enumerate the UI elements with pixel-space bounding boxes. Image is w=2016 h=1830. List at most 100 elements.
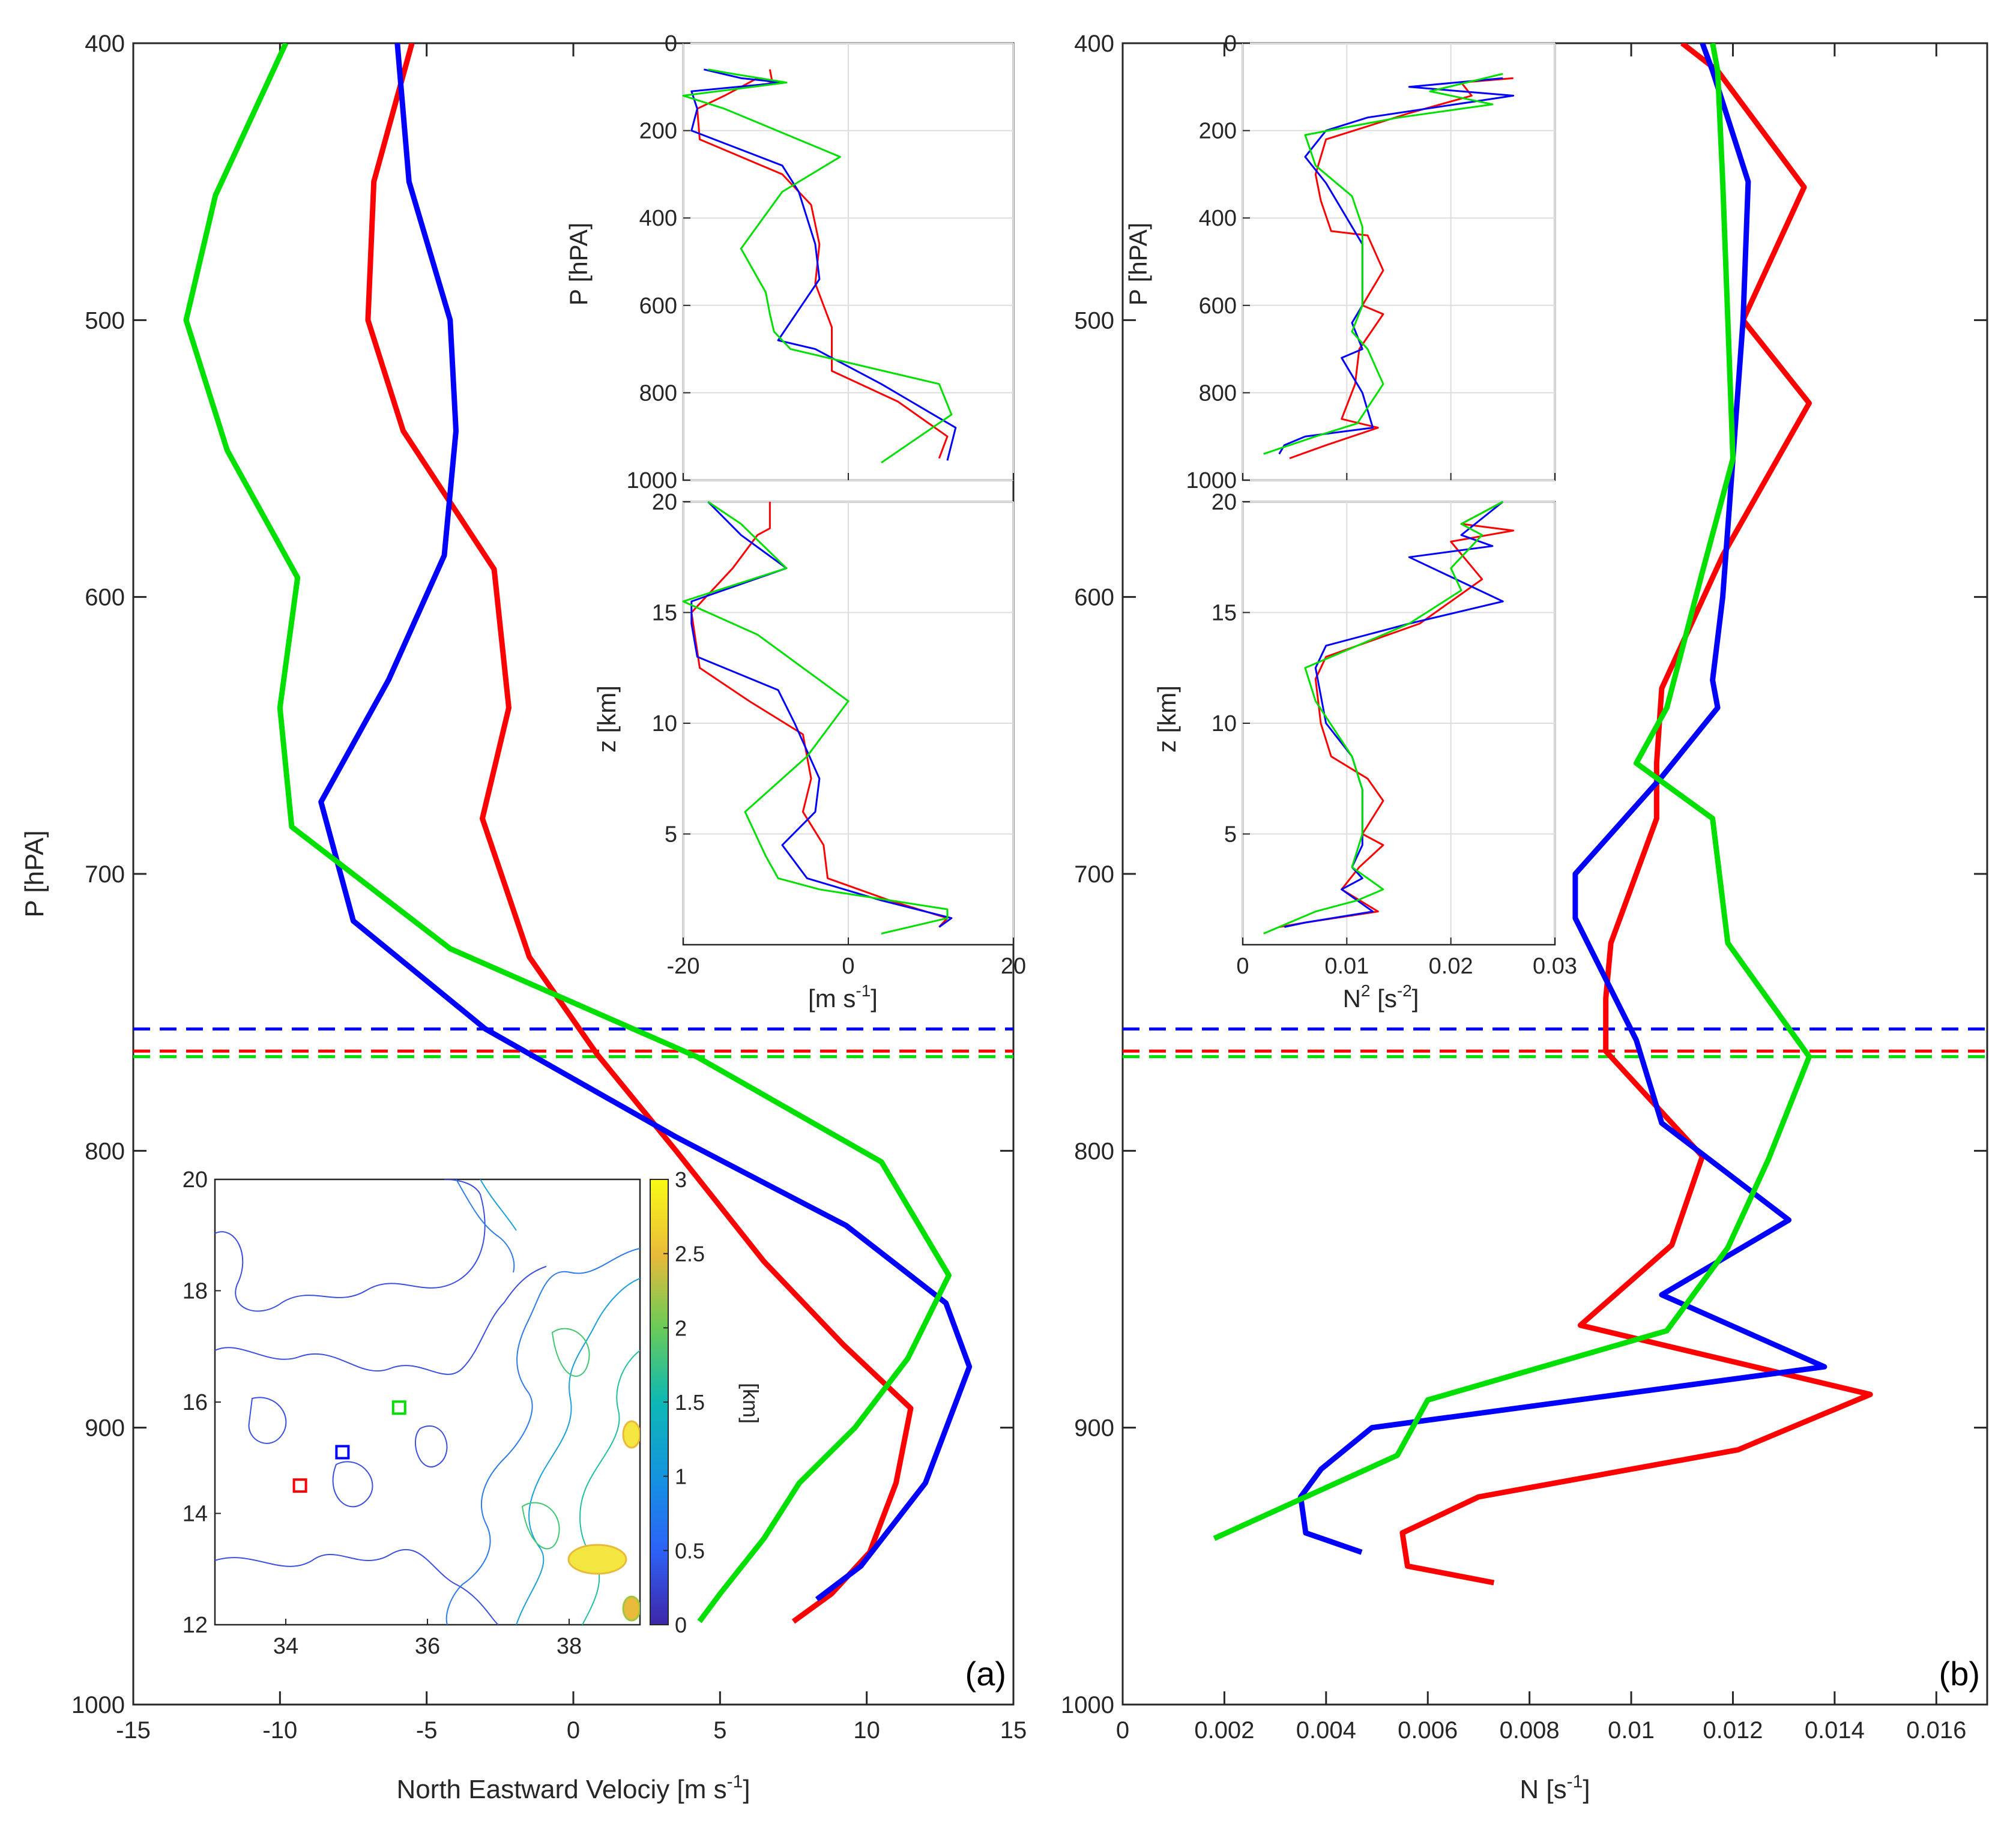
main_a-ytick-label: 900: [85, 1415, 125, 1442]
inset_a_top-series-blue: [690, 68, 957, 461]
inset_b_top-ytick-label: 200: [1199, 119, 1237, 144]
inset-b-bottom-plot: 5 10 15 20 0 0.01 0.02 0.03: [1212, 490, 1577, 979]
main_b-ytick-label: 800: [1074, 1138, 1114, 1164]
main_b-xtick-label: 0.014: [1805, 1717, 1865, 1744]
inset_a_top-series-red: [696, 69, 949, 459]
map-ytick-label: 20: [183, 1167, 208, 1193]
colorbar-tick-label: 1.5: [675, 1390, 705, 1415]
main_b-ytick-label: 700: [1074, 861, 1114, 888]
inset_a_bottom-xtick-label: 0: [842, 954, 854, 979]
map-ytick-label: 12: [183, 1613, 208, 1638]
colorbar-tick-label: 3: [675, 1167, 687, 1192]
main_a-series-green: [183, 43, 952, 1624]
main_a-xtick-label: 0: [567, 1717, 580, 1744]
contour-low-4: [248, 1397, 287, 1444]
main_b-series-red: [1399, 43, 1873, 1586]
main_b-xtick-label: 0.01: [1608, 1717, 1655, 1744]
contour-low-3: [215, 1549, 499, 1625]
map-xtick-label: 38: [557, 1634, 582, 1659]
panel-a-ylabel: P [hPA]: [20, 830, 49, 917]
contour-mid-1: [445, 1248, 640, 1625]
colorbar-tick-label: 0: [675, 1613, 687, 1637]
station-marker-blue: [335, 1445, 350, 1460]
map-ytick-label: 16: [183, 1390, 208, 1415]
inset_a_top-ytick-label: 0: [665, 31, 677, 56]
main_a-ytick-label: 600: [85, 585, 125, 611]
inset_b_top-series-green: [1263, 73, 1503, 455]
inset-a-bottom-plot: 5 10 15 20 -20 0 20: [652, 490, 1026, 979]
main_a-xtick-label: 10: [853, 1717, 880, 1744]
inset-b-top-plot: 0 200 400 600 800 1000: [1186, 31, 1556, 493]
inset_a_bottom-series-green: [682, 501, 949, 935]
contour-mid-4: [456, 1179, 515, 1273]
map-ytick-label: 18: [183, 1279, 208, 1304]
contour-mid-6: [551, 1328, 590, 1377]
colorbar-tick-label: 2: [675, 1316, 687, 1340]
main_b-xtick-label: 0.012: [1703, 1717, 1763, 1744]
contour-mid-7: [521, 1502, 560, 1550]
panel-a-xlabel: North Eastward Velociy [m s-1]: [396, 1772, 750, 1804]
inset_a_top-ytick-label: 800: [639, 381, 677, 406]
main_a-series-blue: [318, 43, 973, 1602]
main_a-xtick-label: 15: [1000, 1717, 1027, 1744]
contour-low-5: [332, 1461, 373, 1508]
map-frame: [214, 1178, 641, 1626]
map-axes: 34 36 38 12 14 16 18 20: [183, 1167, 582, 1659]
main_b-xtick-label: 0.008: [1500, 1717, 1560, 1744]
inset_b_bottom-ytick-label: 15: [1212, 601, 1237, 626]
contour-low-6: [415, 1425, 448, 1467]
main_b-xtick-label: 0.016: [1906, 1717, 1966, 1744]
map-ytick-label: 14: [183, 1502, 208, 1527]
inset-b-bottom-ylabel: z [km]: [1153, 685, 1181, 753]
inset_a_bottom-ytick-label: 20: [652, 490, 677, 515]
terrain-peak-1: [567, 1544, 627, 1575]
terrain-contours: [215, 1179, 640, 1625]
inset-a-bottom-xlabel: [m s-1]: [808, 981, 878, 1013]
inset_b_top-ytick-label: 1000: [1186, 468, 1237, 493]
inset-a-bottom-ylabel: z [km]: [593, 685, 621, 753]
station-marker-green: [391, 1400, 406, 1415]
main_a-xtick-label: -15: [116, 1717, 151, 1744]
inset_b_top-ytick-label: 400: [1199, 206, 1237, 231]
inset_b_bottom-series-blue: [1284, 501, 1504, 928]
colorbar-tick-label: 1: [675, 1464, 687, 1489]
inset_b_top-ytick-label: 0: [1224, 31, 1237, 56]
main_a-xtick-label: -5: [416, 1717, 438, 1744]
inset_b_top-ytick-label: 600: [1199, 293, 1237, 319]
inset_b_bottom-ytick-label: 20: [1212, 490, 1237, 515]
terrain-map-inset: 34 36 38 12 14 16 18 20 0 0.5 1 1.5 2 2.5 3 [km]: [183, 1167, 763, 1659]
map-xtick-label: 36: [415, 1634, 440, 1659]
inset_a_bottom-series-red: [690, 502, 949, 928]
main_a-ytick-label: 400: [85, 31, 125, 57]
inset_b_top-frame: [1242, 42, 1556, 481]
inset_a_bottom-ytick-label: 10: [652, 711, 677, 736]
main_b-ytick-label: 500: [1074, 307, 1114, 334]
inset_b_bottom-xtick-label: 0.03: [1533, 954, 1577, 979]
main_a-ytick-label: 500: [85, 307, 125, 334]
inset-a-top-ylabel: P [hPA]: [564, 223, 593, 306]
main_a-xtick-label: -10: [262, 1717, 297, 1744]
panel-b-xlabel: N [s-1]: [1520, 1772, 1590, 1804]
main_b-series-green: [1213, 43, 1812, 1541]
inset_a_top-ytick-label: 600: [639, 293, 677, 319]
main_b-xtick-label: 0: [1116, 1717, 1129, 1744]
inset_a_bottom-xtick-label: -20: [667, 954, 700, 979]
inset_a_top-ytick-label: 200: [639, 119, 677, 144]
inset_a_bottom-ytick-label: 5: [665, 822, 677, 847]
main_b-xtick-label: 0.006: [1398, 1717, 1458, 1744]
inset_b_top-ytick-label: 800: [1199, 381, 1237, 406]
inset_a_top-series-green: [682, 68, 953, 464]
contour-low-2: [215, 1266, 547, 1375]
terrain-peak-2: [622, 1420, 640, 1449]
inset_b_bottom-ytick-label: 5: [1224, 822, 1237, 847]
inset_b_bottom-xtick-label: 0.01: [1324, 954, 1369, 979]
colorbar-label: [km]: [738, 1383, 763, 1424]
terrain-peak-3: [622, 1595, 640, 1622]
colorbar-axis: 0 0.5 1 1.5 2 2.5 3: [663, 1167, 705, 1637]
main_b-xtick-label: 0.004: [1296, 1717, 1356, 1744]
contour-mid-3: [579, 1350, 640, 1625]
inset_a_bottom-xtick-label: 20: [1001, 954, 1026, 979]
inset_b_bottom-xtick-label: 0: [1236, 954, 1249, 979]
